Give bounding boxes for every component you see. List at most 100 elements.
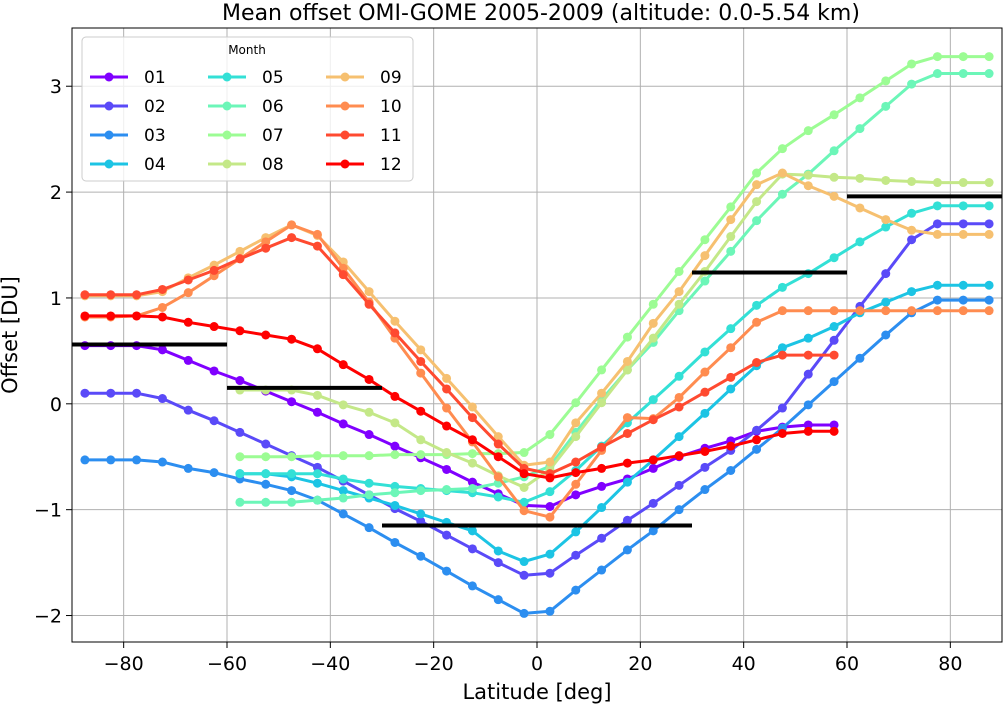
x-tick-label: −80 [104, 653, 144, 675]
data-point [726, 384, 736, 394]
data-point [287, 334, 297, 344]
data-point [829, 426, 839, 436]
data-point [700, 408, 710, 418]
data-point [467, 435, 477, 445]
x-tick-label: 40 [732, 653, 756, 675]
data-point [674, 480, 684, 490]
legend-item-07: 07 [208, 126, 284, 146]
data-point [907, 235, 917, 245]
data-point [700, 367, 710, 377]
data-point [261, 452, 271, 462]
data-point [364, 478, 374, 488]
y-tick-label: 1 [50, 288, 62, 310]
data-point [907, 306, 917, 316]
x-axis-ticks: −80 −60 −40 −20 0 20 40 60 80 [104, 642, 962, 675]
data-point [493, 546, 503, 556]
data-point [803, 333, 813, 343]
data-point [287, 497, 297, 507]
data-point [984, 52, 994, 62]
data-point [674, 299, 684, 309]
data-point [674, 371, 684, 381]
data-point [829, 350, 839, 360]
data-point [752, 435, 762, 445]
legend-item-04: 04 [90, 155, 166, 175]
data-point [390, 441, 400, 451]
data-point [855, 203, 865, 213]
data-point [829, 335, 839, 345]
data-point [597, 388, 607, 398]
data-point [597, 533, 607, 543]
data-point [235, 427, 245, 437]
data-point [958, 219, 968, 229]
data-point [132, 311, 142, 321]
data-point [338, 509, 348, 519]
data-point [855, 306, 865, 316]
data-point [622, 332, 632, 342]
data-point [390, 418, 400, 428]
data-point [571, 398, 581, 408]
data-point [907, 79, 917, 89]
data-point [829, 191, 839, 201]
data-point [390, 328, 400, 338]
data-point [726, 246, 736, 256]
data-point [700, 446, 710, 456]
legend-label: 11 [380, 126, 402, 146]
data-point [416, 486, 426, 496]
legend: Month 01 02 03 04 05 06 07 08 09 10 11 12 [81, 36, 414, 182]
legend-marker [222, 130, 232, 140]
data-point [571, 490, 581, 500]
data-point [312, 229, 322, 239]
data-point [752, 197, 762, 207]
data-point [622, 413, 632, 423]
data-point [183, 317, 193, 327]
data-point [545, 512, 555, 522]
data-point [287, 486, 297, 496]
data-point [803, 181, 813, 191]
data-point [777, 189, 787, 199]
data-point [752, 180, 762, 190]
data-point [261, 469, 271, 479]
data-point [674, 402, 684, 412]
data-point [674, 432, 684, 442]
data-point [416, 551, 426, 561]
legend-marker [104, 130, 114, 140]
data-point [984, 201, 994, 211]
data-point [881, 175, 891, 185]
data-point [106, 311, 116, 321]
x-tick-label: −60 [207, 653, 247, 675]
data-point [442, 421, 452, 431]
data-point [338, 474, 348, 484]
data-point [312, 241, 322, 251]
data-point [338, 451, 348, 461]
data-point [545, 457, 555, 467]
data-point [622, 458, 632, 468]
data-point [803, 426, 813, 436]
data-point [312, 390, 322, 400]
data-point [648, 498, 658, 508]
data-point [390, 481, 400, 491]
data-point [545, 568, 555, 578]
data-point [261, 243, 271, 253]
data-point [519, 448, 529, 458]
data-point [597, 442, 607, 452]
data-point [881, 297, 891, 307]
data-point [571, 432, 581, 442]
y-tick-label: 0 [50, 394, 62, 416]
data-point [519, 469, 529, 479]
data-point [674, 451, 684, 461]
data-point [700, 235, 710, 245]
data-point [80, 388, 90, 398]
data-point [907, 59, 917, 69]
data-point [287, 397, 297, 407]
x-tick-label: 20 [628, 653, 652, 675]
data-point [132, 455, 142, 465]
data-point [700, 276, 710, 286]
data-point [416, 406, 426, 416]
data-point [726, 232, 736, 242]
data-point [881, 269, 891, 279]
data-point [467, 484, 477, 493]
data-point [493, 595, 503, 605]
data-point [700, 462, 710, 472]
data-point [648, 526, 658, 536]
data-point [338, 493, 348, 503]
